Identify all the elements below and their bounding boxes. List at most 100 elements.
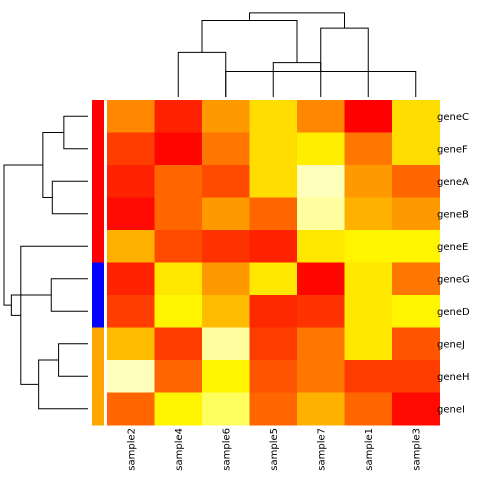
heatmap-cell-geneD-sample7 [297, 295, 345, 328]
heatmap-cell-geneF-sample5 [249, 132, 298, 166]
heatmap-cell-geneJ-sample1 [344, 327, 393, 361]
row-dendrogram-branch-1 [63, 115, 88, 150]
heatmap-cell-geneB-sample6 [202, 197, 250, 231]
heatmap-cell-geneG-sample4 [154, 262, 203, 296]
heatmap-cell-geneG-sample5 [249, 262, 298, 296]
heatmap-cell-geneG-sample6 [202, 262, 250, 296]
column-dendrogram-branch-6 [249, 12, 345, 29]
heatmap-cell-geneC-sample7 [297, 100, 345, 133]
side-color-geneG [92, 262, 104, 296]
heatmap-cell-geneJ-sample5 [249, 327, 298, 361]
heatmap-cell-geneE-sample7 [297, 230, 345, 263]
heatmap-cell-geneB-sample7 [297, 197, 345, 231]
heatmap-cell-geneJ-sample7 [297, 327, 345, 361]
row-dendrogram-branch-7 [20, 245, 88, 385]
heatmap-cell-geneG-sample1 [344, 262, 393, 296]
heatmap-cell-geneD-sample4 [154, 295, 203, 328]
column-dendrogram-branch-5 [201, 20, 298, 63]
heatmap-cell-geneB-sample5 [249, 197, 298, 231]
heatmap-cell-geneI-sample4 [154, 392, 203, 426]
heatmap-cells [107, 100, 440, 426]
heatmap-cell-geneH-sample5 [249, 360, 298, 393]
heatmap-cell-geneC-sample1 [344, 100, 393, 133]
heatmap-cell-geneD-sample5 [249, 295, 298, 328]
heatmap-cell-geneG-sample3 [392, 262, 440, 296]
heatmap-cell-geneI-sample7 [297, 392, 345, 426]
column-labels: sample2 sample4 sample6 sample5 sample7 sampl… [126, 428, 422, 471]
col-label-sample4: sample4 [174, 428, 185, 471]
row-label-geneJ: geneJ [437, 339, 465, 350]
heatmap-cell-geneH-sample2 [107, 360, 155, 393]
heatmap-cell-geneD-sample2 [107, 295, 155, 328]
heatmap-cell-geneJ-sample6 [202, 327, 250, 361]
heatmap-cell-geneF-sample1 [344, 132, 393, 166]
col-label-sample2: sample2 [126, 428, 137, 471]
row-dendrogram-branch-4 [58, 343, 88, 377]
side-color-geneI [92, 392, 104, 426]
heatmap-cell-geneD-sample6 [202, 295, 250, 328]
heatmap-cell-geneF-sample4 [154, 132, 203, 166]
row-label-geneC: geneC [437, 112, 469, 123]
col-label-sample5: sample5 [269, 428, 280, 471]
heatmap-cell-geneG-sample2 [107, 262, 155, 296]
col-label-sample3: sample3 [411, 428, 422, 471]
row-label-geneA: geneA [437, 177, 469, 188]
heatmap-cell-geneF-sample2 [107, 132, 155, 166]
row-dendrogram [3, 115, 88, 410]
heatmap-cell-geneH-sample1 [344, 360, 393, 393]
row-dendrogram-branch-6 [38, 359, 88, 410]
heatmap-cell-geneA-sample3 [392, 165, 440, 198]
heatmap-cell-geneJ-sample3 [392, 327, 440, 361]
heatmap-cell-geneI-sample1 [344, 392, 393, 426]
heatmap-cell-geneC-sample3 [392, 100, 440, 133]
row-side-colorbar [92, 100, 104, 426]
heatmap-cell-geneC-sample4 [154, 100, 203, 133]
col-label-sample7: sample7 [316, 428, 327, 471]
heatmap-cell-geneD-sample1 [344, 295, 393, 328]
row-dendrogram-branch-2 [51, 180, 88, 215]
heatmap-cell-geneI-sample6 [202, 392, 250, 426]
heatmap-cell-geneA-sample5 [249, 165, 298, 198]
side-color-geneC [92, 100, 104, 133]
heatmap-cell-geneE-sample5 [249, 230, 298, 263]
row-dendrogram-branch-8 [10, 294, 52, 316]
heatmap-cell-geneA-sample4 [154, 165, 203, 198]
col-label-sample6: sample6 [221, 428, 232, 471]
row-label-geneH: geneH [437, 372, 470, 383]
row-label-geneE: geneE [437, 242, 468, 253]
heatmap-cell-geneF-sample3 [392, 132, 440, 166]
heatmap-cell-geneF-sample6 [202, 132, 250, 166]
row-dendrogram-branch-3 [50, 278, 88, 312]
row-label-geneB: geneB [437, 209, 469, 220]
heatmap-cell-geneE-sample4 [154, 230, 203, 263]
heatmap-cell-geneC-sample5 [249, 100, 298, 133]
heatmap-cell-geneB-sample3 [392, 197, 440, 231]
col-label-sample1: sample1 [364, 428, 375, 471]
heatmap-cell-geneB-sample2 [107, 197, 155, 231]
column-dendrogram [177, 12, 417, 97]
heatmap-cell-geneH-sample4 [154, 360, 203, 393]
heatmap-cell-geneI-sample3 [392, 392, 440, 426]
side-color-geneJ [92, 327, 104, 361]
side-color-geneE [92, 230, 104, 263]
heatmap-cell-geneG-sample7 [297, 262, 345, 296]
heatmap-cell-geneH-sample7 [297, 360, 345, 393]
row-label-geneF: geneF [437, 144, 468, 155]
row-labels: geneC geneF geneA geneB geneE geneG geneD geneJ… [437, 112, 470, 416]
heatmap-cell-geneE-sample3 [392, 230, 440, 263]
heatmap-cell-geneC-sample2 [107, 100, 155, 133]
heatmap-cell-geneH-sample3 [392, 360, 440, 393]
side-color-geneA [92, 165, 104, 198]
row-dendrogram-branch-5 [42, 132, 64, 198]
row-label-geneD: geneD [437, 307, 470, 318]
heatmap-cell-geneA-sample6 [202, 165, 250, 198]
heatmap-cell-geneA-sample7 [297, 165, 345, 198]
heatmap-cell-geneB-sample1 [344, 197, 393, 231]
column-dendrogram-branch-4 [320, 27, 369, 97]
side-color-geneB [92, 197, 104, 231]
side-color-geneF [92, 132, 104, 166]
row-label-geneI: geneI [437, 404, 465, 415]
column-dendrogram-branch-2 [272, 62, 322, 97]
heatmap-cell-geneJ-sample2 [107, 327, 155, 361]
